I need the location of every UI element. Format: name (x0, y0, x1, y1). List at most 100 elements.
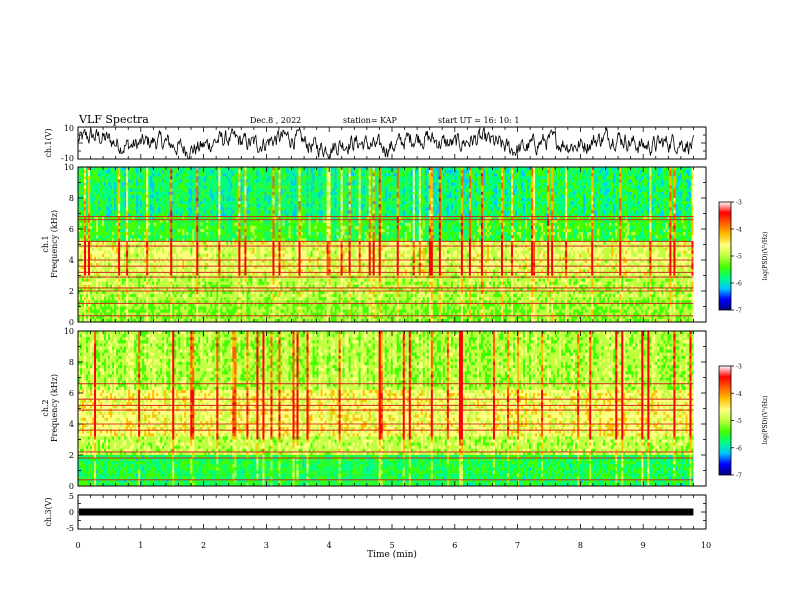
spectrogram-cell (405, 195, 407, 198)
spectrogram-cell (573, 201, 575, 204)
spectrogram-cell (447, 167, 449, 170)
spectrogram-cell (565, 173, 567, 176)
spectrogram-cell (297, 195, 299, 198)
spectrogram-cell (140, 173, 142, 176)
spectrogram-cell (585, 183, 587, 186)
spectrogram-cell (260, 167, 262, 170)
spectrogram-cell (329, 176, 331, 179)
spectrogram-cell (186, 176, 188, 179)
spectrogram-cell (134, 204, 136, 207)
spectrogram-cell (248, 195, 250, 198)
spectrogram-cell (399, 179, 401, 182)
spectrogram-cell (369, 167, 371, 170)
spectrogram-cell (140, 189, 142, 192)
spectrogram-cell (305, 198, 307, 201)
spectrogram-cell (242, 183, 244, 186)
spectrogram-cell (637, 195, 639, 198)
spectrogram-cell (116, 201, 118, 204)
spectrogram-cell (192, 189, 194, 192)
spectrogram-cell (94, 201, 96, 204)
spectrogram-cell (521, 207, 523, 210)
spectrogram-cell (373, 207, 375, 210)
spectrogram-cell (357, 201, 359, 204)
spectrogram-cell (226, 204, 228, 207)
spectrogram-cell (260, 207, 262, 210)
spectrogram-cell (427, 170, 429, 173)
spectrogram-cell (174, 176, 176, 179)
spectrogram-cell (100, 189, 102, 192)
spectrogram-cell (138, 204, 140, 207)
spectrogram-cell (499, 201, 501, 204)
spectrogram-cell (182, 201, 184, 204)
spectrogram-cell (268, 210, 270, 213)
spectrogram-cell (593, 183, 595, 186)
spectrogram-cell (140, 195, 142, 198)
spectrogram-cell (216, 167, 218, 170)
spectrogram-cell (110, 201, 112, 204)
spectrogram-cell (447, 183, 449, 186)
spectrogram-cell (425, 201, 427, 204)
spectrogram-cell (327, 201, 329, 204)
spectrogram-cell (639, 173, 641, 176)
spectrogram-cell (397, 210, 399, 213)
spectrogram-cell (359, 189, 361, 192)
spectrogram-cell (120, 179, 122, 182)
spectrogram-cell (230, 195, 232, 198)
spectrogram-cell (449, 210, 451, 213)
spectrogram-cell (178, 183, 180, 186)
spectrogram-cell (186, 192, 188, 195)
spectrogram-cell (192, 201, 194, 204)
spectrogram-cell (465, 192, 467, 195)
spectrogram-cell (661, 167, 663, 170)
spectrogram-cell (445, 207, 447, 210)
spectrogram-cell (353, 176, 355, 179)
spectrogram-cell (168, 201, 170, 204)
spectrogram-cell (655, 170, 657, 173)
spectrogram-cell (685, 186, 687, 189)
spectrogram-cell (357, 210, 359, 213)
spectrogram-cell (150, 173, 152, 176)
spectrogram-cell (152, 198, 154, 201)
spectrogram-cell (140, 186, 142, 189)
spectrogram-cell (206, 198, 208, 201)
spectrogram-cell (481, 192, 483, 195)
spectrogram-cell (413, 198, 415, 201)
spectrogram-cell (563, 179, 565, 182)
spectrogram-cell (160, 170, 162, 173)
spectrogram-cell (224, 204, 226, 207)
spectrogram-cell (347, 189, 349, 192)
spectrogram-cell (202, 198, 204, 201)
spectrogram-cell (665, 198, 667, 201)
spectrogram-cell (439, 173, 441, 176)
spectrogram-cell (218, 183, 220, 186)
spectrogram-cell (148, 210, 150, 213)
spectrogram-cell (451, 204, 453, 207)
spectrogram-cell (551, 186, 553, 189)
spectrogram-cell (665, 170, 667, 173)
spectrogram-cell (122, 176, 124, 179)
spectrogram-cell (196, 183, 198, 186)
spectrogram-cell (214, 170, 216, 173)
spectrogram-cell (347, 204, 349, 207)
spectrogram-cell (441, 170, 443, 173)
spectrogram-cell (293, 170, 295, 173)
spectrogram-cell (643, 170, 645, 173)
spectrogram-cell (521, 201, 523, 204)
spectrogram-cell (531, 198, 533, 201)
spectrogram-cell (128, 198, 130, 201)
spectrogram-cell (507, 179, 509, 182)
spectrogram-cell (284, 167, 286, 170)
spectrogram-cell (301, 195, 303, 198)
spectrogram-cell (337, 176, 339, 179)
spectrogram-cell (605, 198, 607, 201)
spectrogram-cell (198, 189, 200, 192)
spectrogram-cell (252, 170, 254, 173)
spectrogram-cell (365, 183, 367, 186)
spectrogram-cell (208, 176, 210, 179)
spectrogram-cell (443, 201, 445, 204)
spectrogram-cell (419, 170, 421, 173)
spectrogram-cell (236, 189, 238, 192)
spectrogram-cell (461, 170, 463, 173)
spectrogram-cell (291, 179, 293, 182)
spectrogram-cell (291, 207, 293, 210)
